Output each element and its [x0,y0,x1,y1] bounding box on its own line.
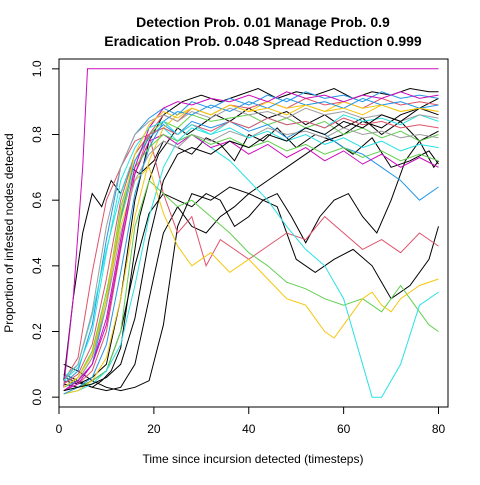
series-line-13 [63,127,439,398]
series-line-2 [63,127,439,381]
chart-title: Detection Prob. 0.01 Manage Prob. 0.9 [136,14,390,30]
series-line-27 [63,104,439,388]
series-line-19 [63,127,439,392]
x-tick-label: 40 [242,422,256,436]
x-tick-label: 60 [337,422,351,436]
y-axis-label: Proportion of infested nodes detected [2,133,16,332]
x-tick-label: 20 [147,422,161,436]
y-tick-label: 0.6 [30,192,44,209]
series-line-7 [63,133,439,381]
chart-subtitle: Eradication Prob. 0.048 Spread Reduction… [104,33,422,49]
series-line-25 [63,120,439,382]
series-line-10 [63,179,439,392]
y-tick-label: 0.4 [30,257,44,274]
series-line-15 [63,68,439,388]
series-line-24 [63,91,439,392]
series-line-9 [63,114,439,388]
plot-frame [58,58,449,408]
y-tick-label: 0.0 [30,388,44,405]
series-line-1 [63,107,439,388]
series-line-3 [63,140,439,388]
x-axis-label: Time since incursion detected (timesteps… [143,452,364,466]
series-layer [63,68,439,398]
series-line-4 [63,193,439,392]
y-tick-label: 0.2 [30,323,44,340]
series-line-11 [63,91,439,385]
series-line-26 [63,107,439,392]
series-line-20 [63,107,439,382]
x-tick-label: 80 [432,422,446,436]
x-tick-label: 0 [56,422,63,436]
series-line-22 [63,97,439,395]
y-tick-label: 0.8 [30,126,44,143]
y-tick-label: 1.0 [30,60,44,77]
